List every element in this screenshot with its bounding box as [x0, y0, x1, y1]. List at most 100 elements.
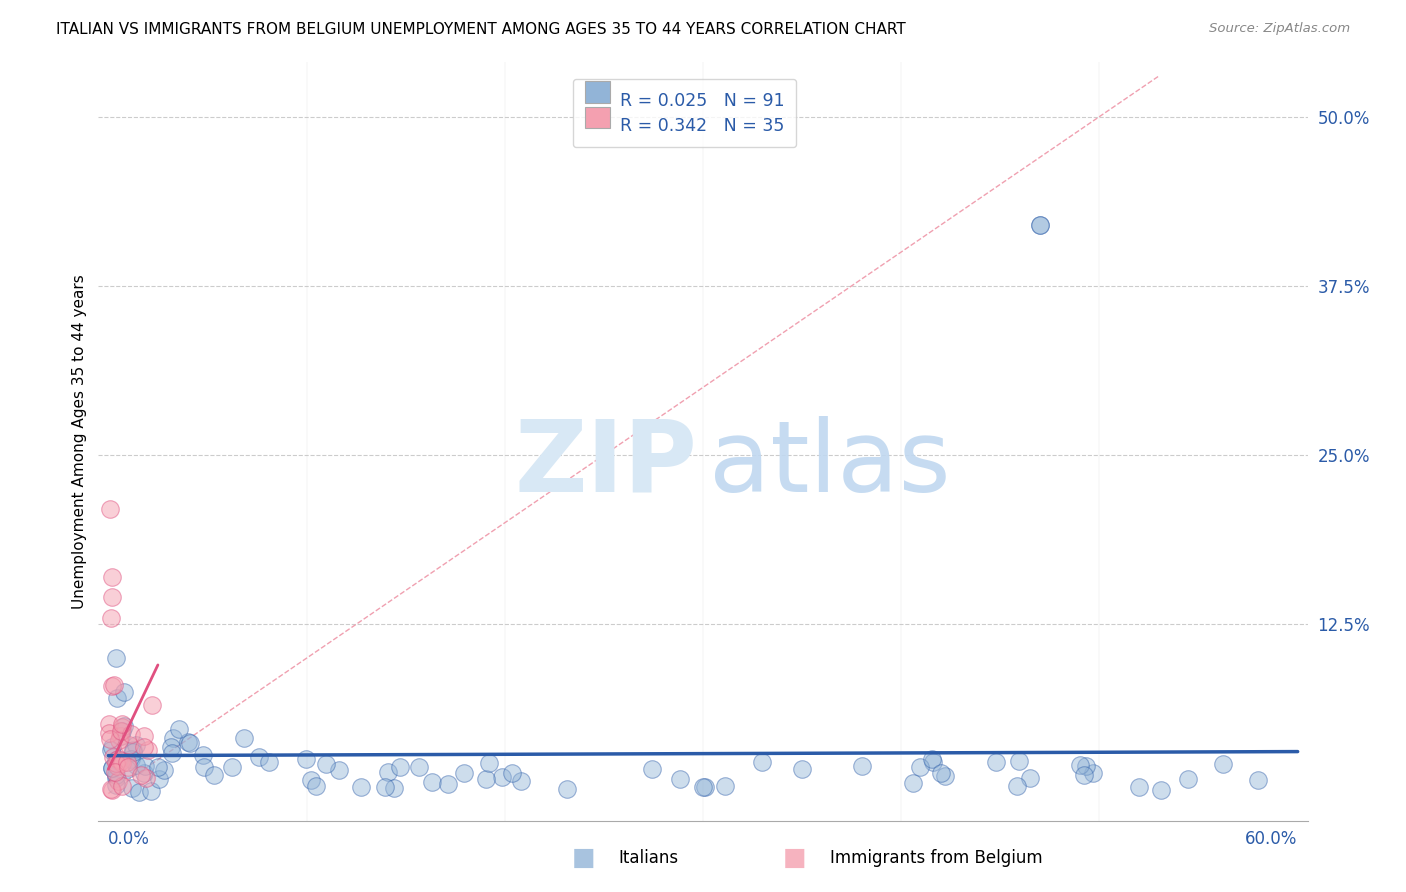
Point — [110, 754, 132, 768]
Point — [350, 780, 373, 794]
Point — [257, 755, 280, 769]
Text: ITALIAN VS IMMIGRANTS FROM BELGIUM UNEMPLOYMENT AMONG AGES 35 TO 44 YEARS CORREL: ITALIAN VS IMMIGRANTS FROM BELGIUM UNEMP… — [56, 22, 905, 37]
Point — [986, 756, 1008, 770]
Point — [193, 760, 215, 774]
Point — [1019, 771, 1042, 785]
Point — [111, 720, 134, 734]
Point — [1069, 757, 1091, 772]
Point — [104, 764, 127, 779]
Point — [478, 756, 501, 770]
Point — [901, 775, 924, 789]
Text: ZIP: ZIP — [515, 416, 697, 513]
Point — [117, 760, 139, 774]
Point — [125, 739, 148, 753]
Point — [641, 762, 664, 776]
Point — [103, 678, 125, 692]
Legend: R = 0.025   N = 91, R = 0.342   N = 35: R = 0.025 N = 91, R = 0.342 N = 35 — [572, 78, 796, 147]
Point — [1247, 772, 1270, 787]
Point — [1212, 757, 1234, 772]
Point — [107, 759, 129, 773]
Point — [1074, 759, 1097, 773]
Point — [110, 724, 132, 739]
Y-axis label: Unemployment Among Ages 35 to 44 years: Unemployment Among Ages 35 to 44 years — [72, 274, 87, 609]
Point — [160, 740, 183, 755]
Point — [132, 729, 155, 743]
Point — [491, 770, 513, 784]
Point — [751, 756, 773, 770]
Point — [453, 766, 475, 780]
Point — [115, 755, 138, 769]
Point — [294, 752, 316, 766]
Point — [374, 780, 396, 794]
Point — [146, 760, 169, 774]
Point — [177, 734, 200, 748]
Point — [134, 759, 156, 773]
Point — [125, 757, 148, 772]
Point — [107, 754, 129, 768]
Point — [121, 780, 143, 795]
Point — [1128, 780, 1150, 794]
Point — [305, 779, 328, 793]
Point — [111, 717, 134, 731]
Point — [202, 767, 225, 781]
Point — [921, 755, 943, 769]
Point — [501, 766, 523, 780]
Point — [120, 727, 142, 741]
Point — [112, 719, 135, 733]
Point — [148, 772, 170, 786]
Point — [139, 784, 162, 798]
Point — [136, 743, 159, 757]
Point — [111, 724, 134, 739]
Text: ■: ■ — [783, 847, 806, 870]
Point — [101, 679, 124, 693]
Point — [851, 759, 873, 773]
Text: Italians: Italians — [619, 849, 679, 867]
Point — [162, 731, 184, 745]
Point — [104, 756, 127, 770]
Point — [122, 745, 145, 759]
Point — [692, 780, 714, 794]
Point — [162, 747, 184, 761]
Point — [908, 760, 931, 774]
Text: 60.0%: 60.0% — [1246, 830, 1298, 848]
Point — [110, 756, 132, 771]
Point — [1073, 768, 1095, 782]
Point — [101, 591, 124, 605]
Point — [555, 781, 578, 796]
Point — [475, 772, 498, 786]
Text: ■: ■ — [572, 847, 595, 870]
Point — [436, 777, 458, 791]
Point — [921, 752, 943, 766]
Point — [382, 781, 405, 796]
Point — [101, 783, 124, 797]
Point — [111, 779, 134, 793]
Point — [104, 767, 127, 781]
Point — [1005, 779, 1028, 793]
Point — [191, 748, 214, 763]
Point — [328, 763, 350, 777]
Point — [101, 570, 124, 584]
Point — [104, 778, 127, 792]
Point — [112, 685, 135, 699]
Point — [929, 766, 952, 780]
Point — [1008, 755, 1031, 769]
Point — [221, 760, 243, 774]
Point — [118, 738, 141, 752]
Point — [714, 779, 737, 793]
Text: Source: ZipAtlas.com: Source: ZipAtlas.com — [1209, 22, 1350, 36]
Point — [668, 772, 690, 786]
Point — [122, 743, 145, 757]
Point — [179, 736, 201, 750]
Point — [408, 760, 430, 774]
Point — [233, 731, 256, 745]
Point — [101, 761, 124, 775]
Point — [101, 750, 124, 764]
Point — [110, 729, 132, 743]
Point — [101, 761, 124, 775]
Point — [100, 742, 122, 756]
Point — [100, 610, 122, 624]
Point — [153, 763, 176, 777]
Point — [120, 752, 142, 766]
Point — [1029, 218, 1052, 232]
Point — [135, 771, 157, 785]
